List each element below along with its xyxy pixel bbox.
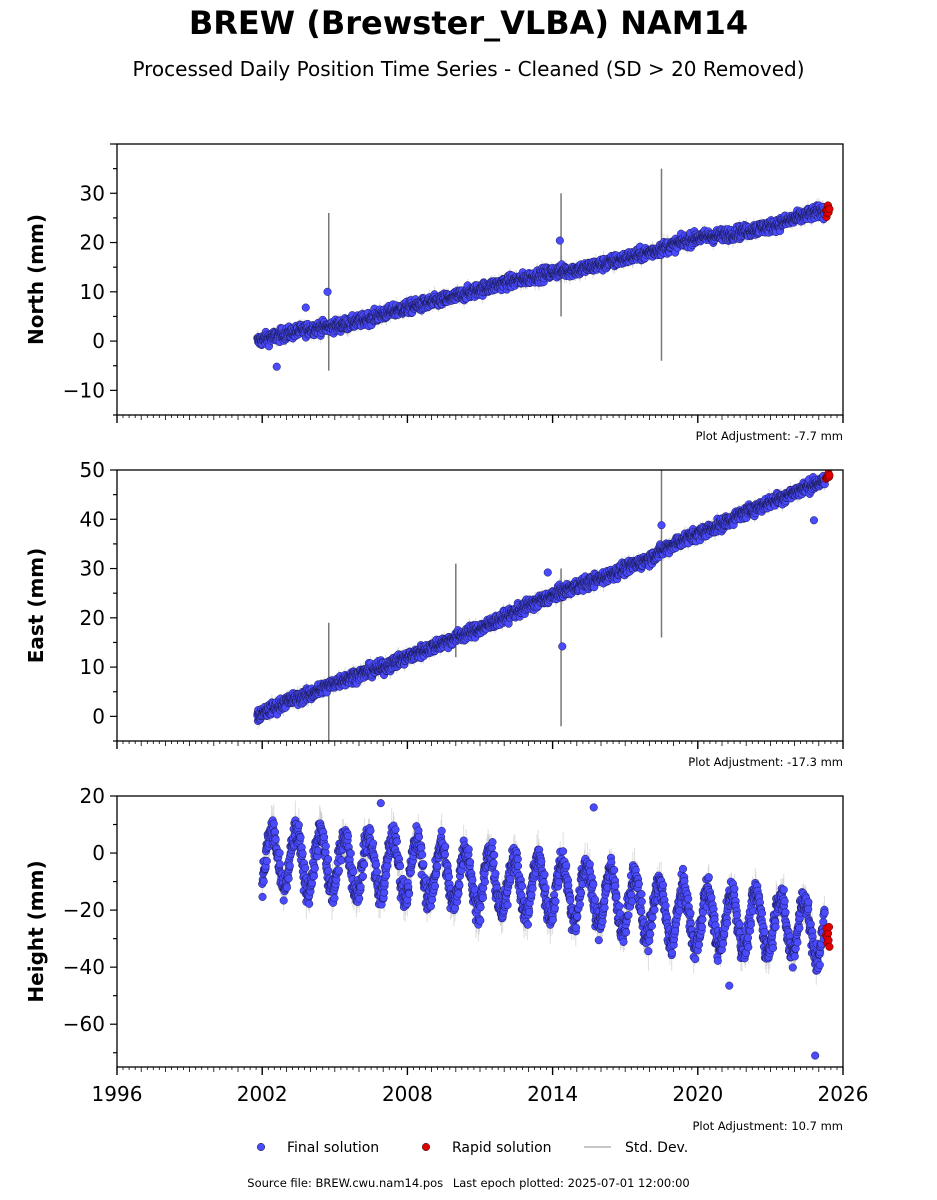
- y-axis-label-north: North (mm): [24, 214, 48, 345]
- y-tick-label: 10: [80, 280, 105, 304]
- plot-area-east: [253, 470, 834, 741]
- axes-frame-north: [116, 143, 844, 416]
- y-tick-label: 0: [92, 329, 105, 353]
- rapid-solution-points-north: [822, 201, 834, 221]
- chart-subtitle: Processed Daily Position Time Series - C…: [132, 57, 805, 81]
- panel-east: [110, 469, 844, 749]
- final-solution-points-north: [253, 201, 829, 351]
- y-tick-label: 20: [80, 231, 105, 255]
- panel-north: [110, 143, 844, 423]
- plot-area-north: [253, 168, 834, 371]
- y-tick-label: 30: [80, 181, 105, 205]
- outlier-point: [323, 287, 332, 296]
- y-tick-label: −10: [63, 378, 105, 402]
- outlier-point: [301, 303, 310, 312]
- outlier-point: [272, 362, 281, 371]
- chart-title: BREW (Brewster_VLBA) NAM14: [188, 4, 749, 42]
- rapid-point: [825, 204, 834, 214]
- plot-adjustment-north: Plot Adjustment: -7.7 mm: [696, 429, 843, 443]
- outlier-point: [555, 236, 564, 245]
- final-solution-points-east: [253, 471, 829, 725]
